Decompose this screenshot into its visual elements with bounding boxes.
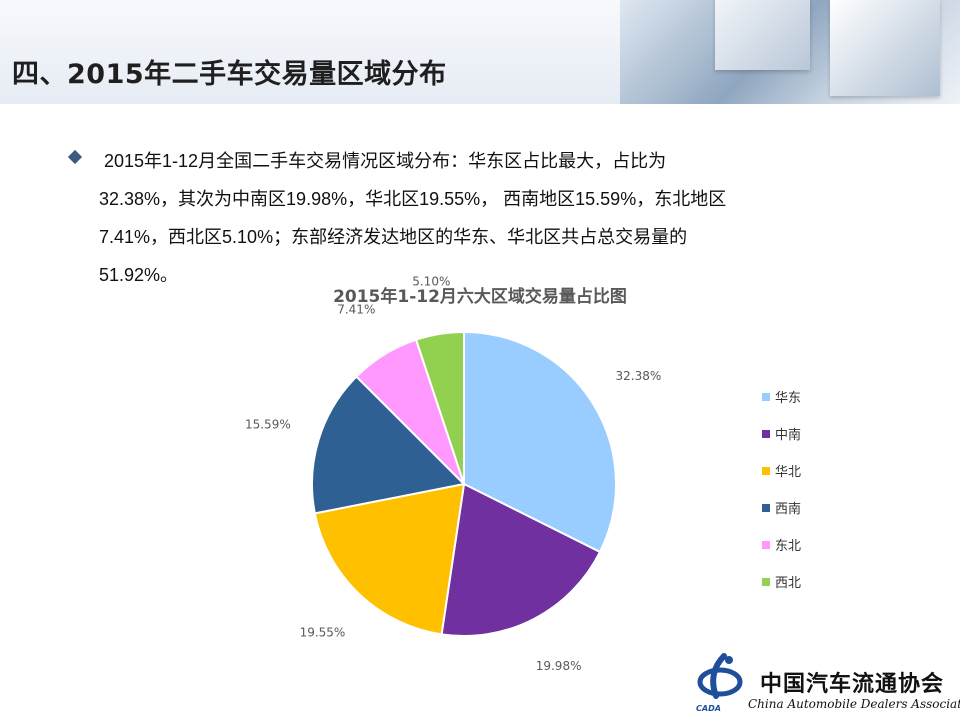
legend-label: 西北 — [775, 576, 802, 591]
legend-item: 西南 — [762, 489, 801, 526]
decorative-cube — [830, 0, 940, 96]
pie-slice-华东 — [463, 330, 617, 554]
header-banner: 四、2015年二手车交易量区域分布 — [0, 0, 960, 104]
legend-label: 中南 — [775, 428, 802, 443]
legend-item: 中南 — [762, 415, 801, 452]
data-label: 15.59% — [245, 417, 291, 431]
legend-swatch — [762, 429, 770, 438]
legend-swatch — [762, 540, 770, 549]
association-logo: CADA 中国汽车流通协会 China Automobile Dealers A… — [690, 648, 960, 716]
pie-slice-华北 — [313, 482, 466, 636]
legend-item: 华东 — [762, 378, 801, 415]
data-label: 7.41% — [337, 303, 375, 317]
summary-line: 2015年1-12月全国二手车交易情况区域分布：华东区占比最大，占比为 — [104, 151, 667, 171]
logo-chinese-name: 中国汽车流通协会 — [760, 671, 945, 697]
legend-item: 东北 — [762, 526, 801, 563]
legend-swatch — [762, 466, 770, 475]
legend-swatch — [762, 503, 770, 512]
summary-paragraph: 2015年1-12月全国二手车交易情况区域分布：华东区占比最大，占比为 32.3… — [67, 142, 870, 294]
summary-line: 51.92%。 — [99, 265, 179, 285]
pie-slice-西北 — [414, 330, 465, 485]
data-label: 32.38% — [615, 369, 661, 383]
chart-title: 2015年1-12月六大区域交易量占比图 — [333, 287, 627, 307]
cada-emblem-icon — [697, 653, 743, 699]
page-title: 四、2015年二手车交易量区域分布 — [12, 59, 447, 90]
pie-slice-西南 — [311, 375, 467, 515]
summary-line: 32.38%，其次为中南区19.98%，华北区19.55%， 西南地区15.59… — [99, 189, 727, 209]
legend-swatch — [762, 577, 770, 586]
chart-legend: 华东中南华北西南东北西北 — [762, 378, 801, 600]
legend-label: 西南 — [775, 502, 802, 517]
legend-swatch — [762, 392, 770, 401]
header-decoration — [620, 0, 960, 104]
legend-label: 华东 — [775, 391, 802, 406]
legend-item: 西北 — [762, 563, 801, 600]
pie-slice-中南 — [440, 482, 602, 637]
data-label: 5.10% — [412, 275, 450, 289]
logo-english-name: China Automobile Dealers Association — [748, 697, 960, 711]
data-label: 19.98% — [536, 659, 582, 673]
legend-label: 东北 — [775, 539, 802, 554]
logo-abbreviation: CADA — [696, 704, 721, 713]
legend-item: 华北 — [762, 452, 801, 489]
summary-line: 7.41%，西北区5.10%；东部经济发达地区的华东、华北区共占总交易量的 — [99, 227, 688, 247]
data-label: 19.55% — [300, 625, 346, 639]
decorative-cube — [715, 0, 810, 70]
legend-label: 华北 — [775, 465, 802, 480]
